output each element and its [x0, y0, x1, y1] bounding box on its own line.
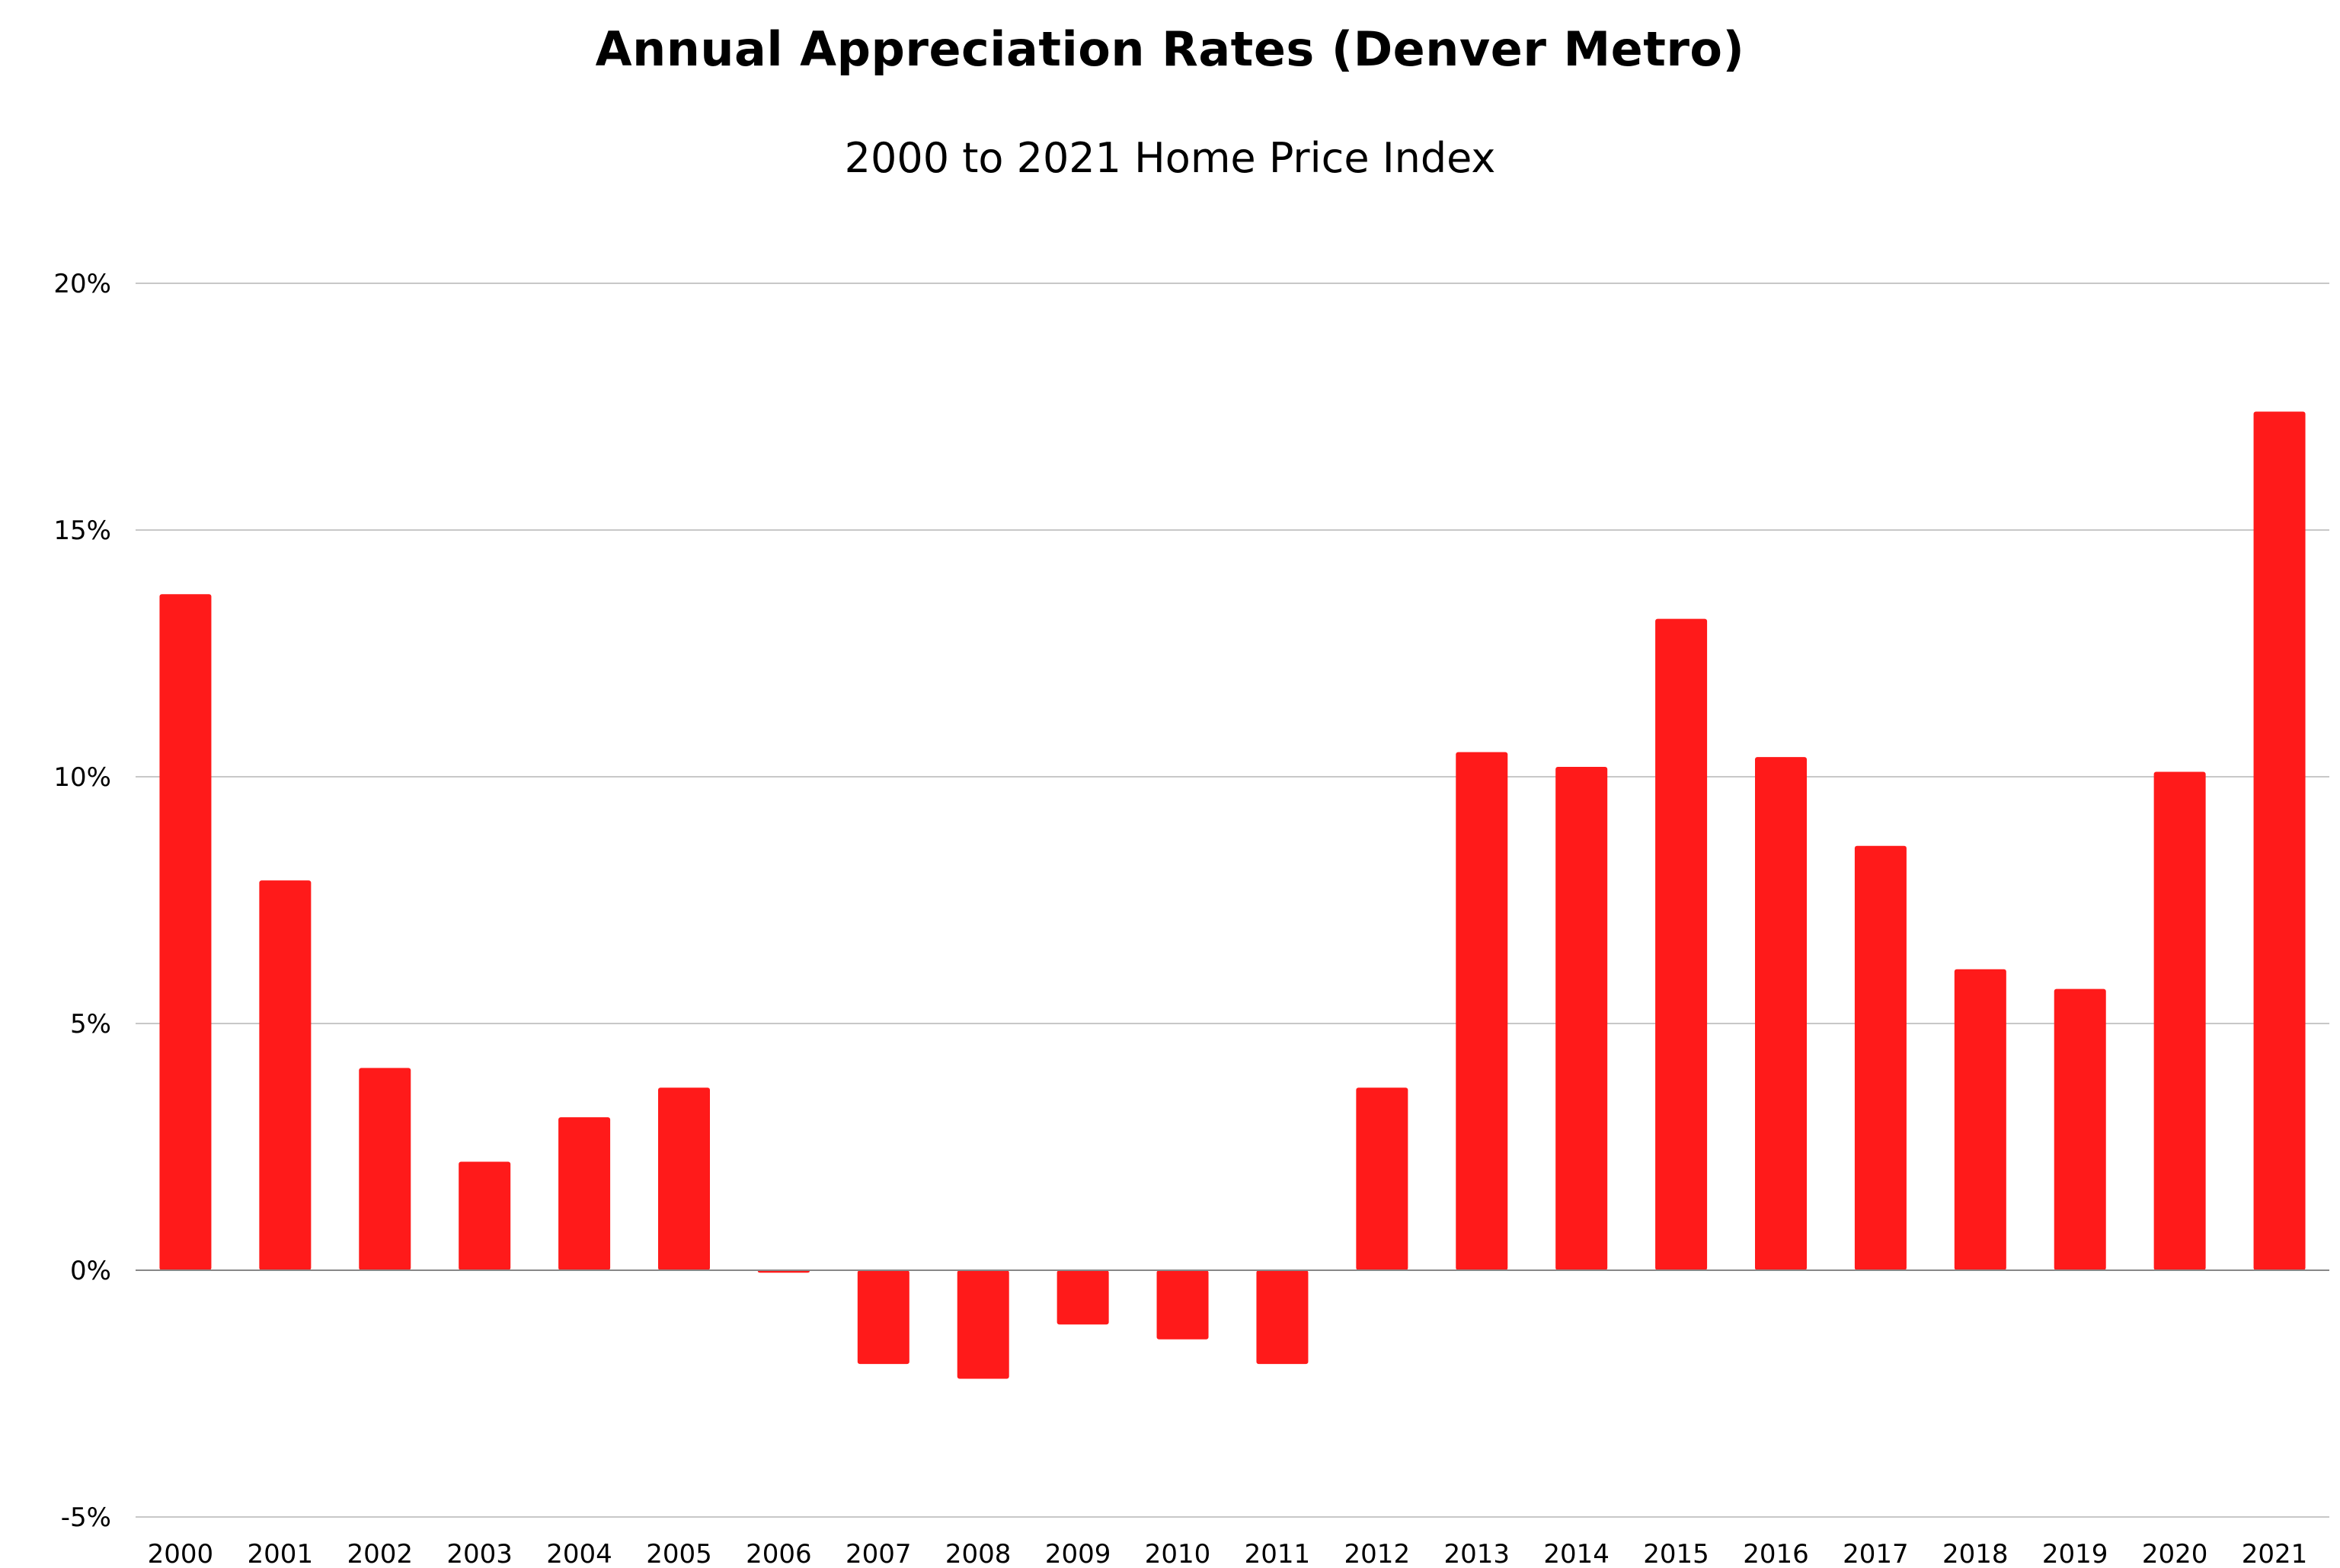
x-tick-label: 2007: [846, 1539, 912, 1568]
x-tick-label: 2016: [1743, 1539, 1809, 1568]
gridlines: [136, 283, 2329, 1518]
bar-2005: [658, 1087, 710, 1270]
x-tick-label: 2010: [1145, 1539, 1211, 1568]
bar-2016: [1755, 757, 1807, 1270]
y-tick-label: 15%: [53, 516, 111, 546]
x-tick-label: 2012: [1344, 1539, 1411, 1568]
x-tick-label: 2002: [347, 1539, 413, 1568]
x-tick-label: 2006: [746, 1539, 812, 1568]
bar-2019: [2054, 988, 2106, 1270]
bar-2001: [259, 880, 312, 1270]
y-tick-label: 0%: [70, 1256, 111, 1286]
x-tick-label: 2004: [546, 1539, 612, 1568]
y-tick-label: 10%: [53, 762, 111, 793]
bar-2013: [1456, 752, 1508, 1270]
x-tick-label: 2014: [1543, 1539, 1610, 1568]
bar-2009: [1057, 1270, 1109, 1325]
x-tick-label: 2020: [2142, 1539, 2208, 1568]
chart-title: Annual Appreciation Rates (Denver Metro): [595, 21, 1745, 77]
bars: [159, 411, 2306, 1379]
bar-2021: [2253, 411, 2306, 1270]
bar-2011: [1256, 1270, 1309, 1365]
x-tick-label: 2015: [1643, 1539, 1709, 1568]
bar-2010: [1156, 1270, 1209, 1340]
x-tick-label: 2019: [2042, 1539, 2108, 1568]
y-tick-label: -5%: [61, 1503, 111, 1533]
x-tick-label: 2005: [646, 1539, 712, 1568]
bar-2014: [1555, 767, 1608, 1270]
x-tick-label: 2001: [248, 1539, 314, 1568]
x-axis-tick-labels: 2000 2001 2002 2003 2004 2005 2006 2007 2008 2009…: [148, 1539, 2308, 1568]
x-tick-label: 2011: [1245, 1539, 1311, 1568]
x-tick-label: 2003: [446, 1539, 513, 1568]
bar-2018: [1954, 969, 2006, 1270]
bar-2003: [459, 1161, 511, 1270]
bar-2000: [159, 594, 212, 1270]
x-tick-label: 2021: [2242, 1539, 2308, 1568]
x-tick-label: 2008: [945, 1539, 1012, 1568]
y-tick-label: 5%: [70, 1009, 111, 1039]
x-tick-label: 2000: [148, 1539, 214, 1568]
bar-2015: [1655, 618, 1708, 1270]
bar-2008: [957, 1270, 1009, 1379]
y-axis-tick-labels: 20% 15% 10% 5% 0% -5%: [53, 269, 111, 1533]
chart-subtitle: 2000 to 2021 Home Price Index: [844, 134, 1496, 182]
x-tick-label: 2017: [1843, 1539, 1909, 1568]
bar-2020: [2153, 771, 2206, 1270]
bar-2012: [1356, 1087, 1408, 1270]
x-tick-label: 2009: [1045, 1539, 1111, 1568]
x-tick-label: 2013: [1443, 1539, 1510, 1568]
x-tick-label: 2018: [1942, 1539, 2009, 1568]
bar-2007: [857, 1270, 909, 1365]
bar-2004: [558, 1117, 611, 1270]
y-tick-label: 20%: [53, 269, 111, 299]
bar-2017: [1854, 845, 1907, 1270]
bar-2002: [359, 1068, 411, 1270]
